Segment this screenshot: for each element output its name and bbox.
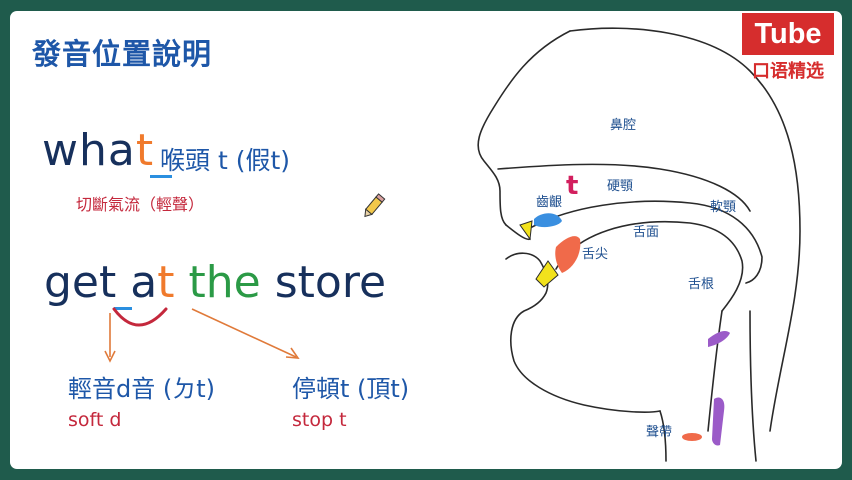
- stop-t-sub: stop t: [292, 409, 347, 431]
- cut-airflow-note: 切斷氣流（輕聲）: [76, 195, 205, 214]
- label-tongue-root: 舌根: [688, 277, 715, 292]
- vocal-tract-diagram: [477, 27, 801, 462]
- phrase-store: store: [274, 257, 387, 308]
- phrase-get-t: t: [99, 257, 117, 308]
- tongue-tip-highlight: [555, 236, 581, 273]
- t-position-mark: t: [566, 171, 579, 201]
- flap-t-note: 輕音d音 (ㄉt): [68, 375, 215, 403]
- velum-highlight: [708, 331, 730, 347]
- label-vocal-cords: 聲帶: [646, 425, 673, 440]
- nasal-floor: [497, 163, 751, 212]
- linking-arc: [112, 307, 168, 327]
- what-t-underline: [150, 175, 172, 178]
- pencil-cursor-icon: [364, 193, 386, 218]
- flap-t-sub: soft d: [68, 409, 122, 431]
- arrow-to-stop: [191, 308, 300, 359]
- neck-back: [749, 310, 757, 462]
- label-nasal-cavity: 鼻腔: [610, 118, 637, 133]
- get-t-underline: [114, 307, 132, 310]
- label-soft-palate: 軟顎: [710, 200, 737, 215]
- logo-tube-text: Tube: [742, 13, 834, 55]
- label-hard-palate: 硬顎: [607, 179, 634, 194]
- lower-tooth: [535, 260, 559, 288]
- label-tongue-surface: 舌面: [633, 225, 660, 240]
- arrow-to-flap: [104, 313, 116, 363]
- word-what: what: [42, 125, 154, 176]
- throat-front: [659, 410, 667, 462]
- page-title: 發音位置說明: [32, 37, 213, 71]
- vocal-cords-highlight: [682, 433, 702, 441]
- logo-subtitle: 口语精选: [752, 61, 824, 82]
- phrase-a: a: [130, 257, 158, 308]
- upper-lip: [505, 224, 531, 241]
- head-outline: [477, 30, 571, 226]
- phrase-at-t: t: [157, 257, 175, 308]
- what-prefix: wha: [42, 125, 136, 176]
- what-t-letter: t: [135, 125, 155, 176]
- label-alveolar-ridge: 齒齦: [536, 195, 563, 210]
- throat-back: [707, 310, 723, 432]
- upper-tooth: [519, 220, 533, 241]
- phrase-get-at-the-store: get at the store: [44, 257, 386, 308]
- alveolar-highlight: [534, 213, 562, 228]
- glottal-t-note: 喉頭 t (假t): [160, 146, 291, 175]
- lesson-slide: 發音位置說明 what 喉頭 t (假t) 切斷氣流（輕聲） get at th…: [10, 11, 842, 469]
- stop-t-note: 停頓t (頂t): [292, 375, 410, 403]
- phrase-the: the: [188, 257, 261, 308]
- lower-jaw: [505, 252, 661, 413]
- phrase-get-prefix: ge: [44, 257, 99, 308]
- annotation-layer: [104, 27, 801, 462]
- tongue-outline: [555, 220, 744, 312]
- epiglottis-highlight: [712, 397, 725, 446]
- back-of-head: [569, 27, 801, 432]
- label-tongue-tip: 舌尖: [582, 247, 609, 262]
- channel-logo: Tube 口语精选: [742, 13, 834, 85]
- palate-line: [531, 200, 763, 284]
